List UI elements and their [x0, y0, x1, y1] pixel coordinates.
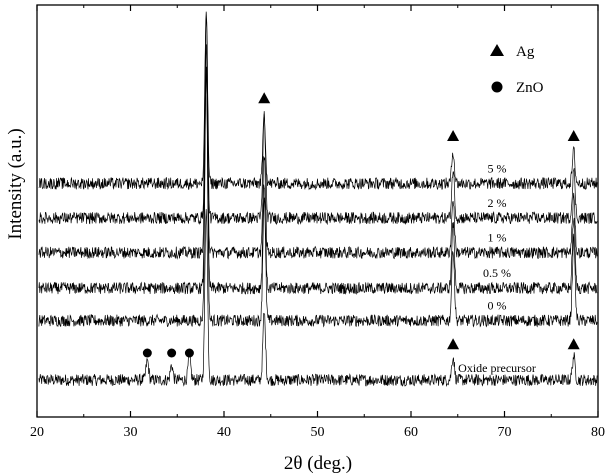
x-tick-label: 40 [217, 425, 231, 440]
series-label: Oxide precursor [458, 361, 536, 375]
ag-peak-marker [258, 92, 271, 104]
ag-peak-marker [567, 338, 580, 350]
legend-label-zno: ZnO [516, 80, 544, 96]
legend: Ag ZnO [490, 44, 544, 96]
x-tick-label: 70 [498, 425, 512, 440]
series-label: 5 % [488, 161, 507, 175]
ag-peak-marker [447, 130, 460, 142]
series-line-0-5 [38, 66, 598, 295]
series-line-oxide-precursor [38, 209, 598, 388]
y-axis-title: Intensity (a.u.) [5, 128, 26, 239]
series-line-1 [38, 44, 598, 260]
tick-layer: 20 30 40 50 60 70 80 [30, 5, 605, 440]
series-layer: Oxide precursor 0 % 0.5 % 1 % 2 % 5 % [38, 11, 598, 388]
ag-peak-marker [447, 338, 460, 350]
series-line-5 [38, 11, 598, 191]
series-label: 2 % [488, 196, 507, 210]
zno-peak-marker [142, 348, 152, 358]
legend-circle-marker [491, 81, 503, 93]
x-tick-label: 60 [404, 425, 418, 440]
series-label: 1 % [488, 231, 507, 245]
ag-peak-marker [567, 130, 580, 142]
series-label: 0.5 % [483, 266, 511, 280]
series-line-0 [38, 69, 598, 328]
marker-layer [142, 92, 580, 358]
zno-peak-marker [184, 348, 194, 358]
legend-triangle-marker [490, 44, 504, 56]
x-tick-label: 20 [30, 425, 44, 440]
x-axis-title: 2θ (deg.) [284, 453, 352, 474]
x-tick-label: 30 [124, 425, 138, 440]
x-tick-label: 50 [311, 425, 325, 440]
series-label: 0 % [488, 299, 507, 313]
x-tick-label: 80 [591, 425, 605, 440]
series-line-2 [38, 18, 598, 226]
zno-peak-marker [167, 348, 177, 358]
plot-frame [36, 4, 599, 418]
legend-label-ag: Ag [516, 44, 535, 60]
